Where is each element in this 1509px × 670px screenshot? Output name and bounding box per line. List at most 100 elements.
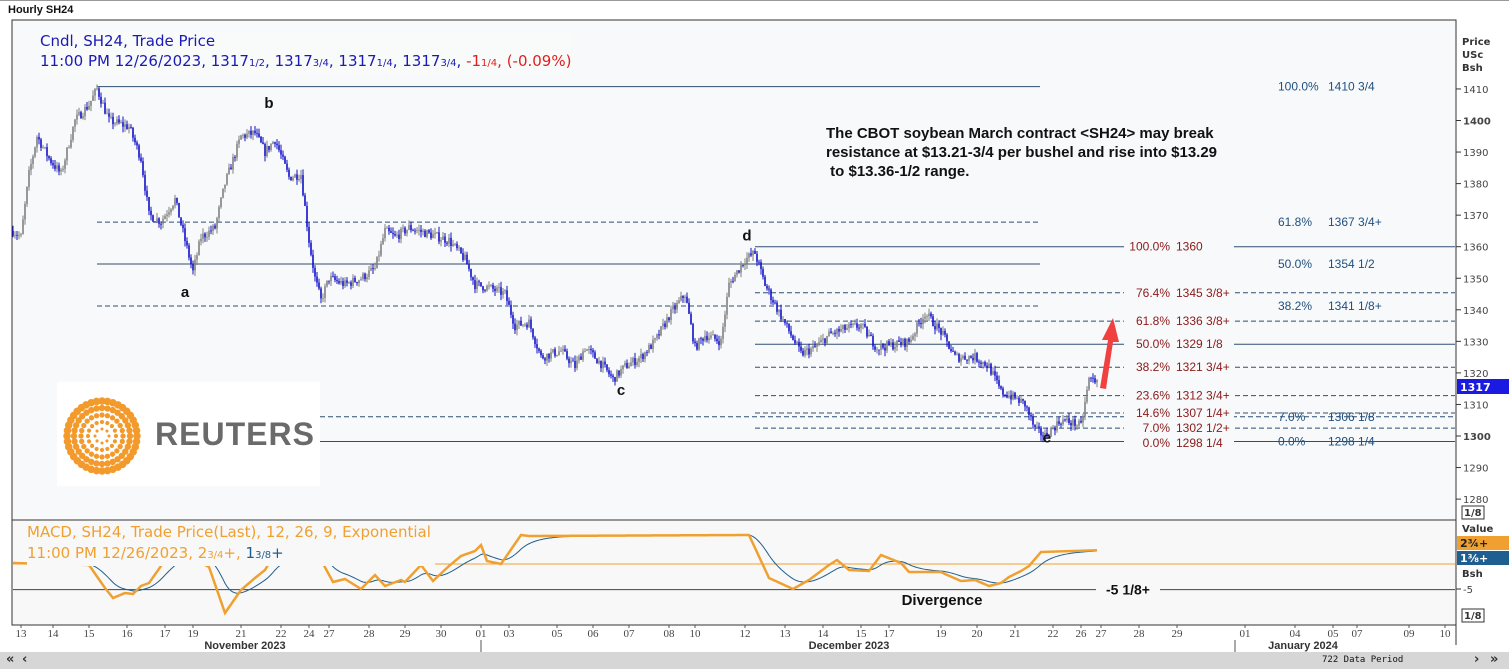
logo-dot — [92, 397, 101, 406]
scroll-prev-button[interactable]: ‹ — [22, 652, 28, 667]
candle-body — [428, 230, 430, 233]
candle-body — [116, 119, 118, 124]
logo-dot — [86, 428, 92, 433]
candle-body — [94, 89, 96, 96]
fib-value-label: 1329 1/8 — [1176, 337, 1223, 351]
candle-body — [274, 142, 276, 144]
candle-body — [216, 218, 218, 229]
candle-body — [16, 235, 18, 237]
candle-body — [604, 361, 606, 365]
reuters-logo-icon — [63, 397, 141, 475]
date-label: 24 — [304, 628, 316, 640]
logo-dot — [105, 446, 110, 452]
candle-body — [988, 363, 990, 369]
logo-dot — [109, 406, 116, 414]
candle-body — [948, 341, 950, 349]
logo-dot — [95, 429, 99, 433]
candle-body — [192, 264, 194, 271]
signal-value-tag — [1457, 551, 1509, 565]
fib-value-label: 1341 1/8+ — [1328, 299, 1382, 313]
candle-body — [1072, 419, 1074, 426]
candle-body — [542, 355, 544, 359]
candle-body — [332, 276, 334, 277]
candle-body — [1058, 421, 1060, 424]
reuters-logo: REUTERS — [57, 382, 320, 486]
candle-body — [918, 322, 920, 324]
candle-body — [522, 324, 524, 326]
candle-body — [62, 168, 64, 170]
candle-body — [618, 370, 620, 376]
candle-body — [220, 197, 222, 208]
macd-level-label: -5 1/8+ — [1106, 582, 1150, 598]
candle-body — [972, 357, 974, 361]
fib-value-label: 1345 3/8+ — [1176, 286, 1230, 300]
month-label: December 2023 — [809, 640, 890, 652]
candle-body — [564, 349, 566, 352]
candle-body — [848, 324, 850, 328]
fib-label-bg — [1124, 405, 1234, 419]
candle-body — [324, 286, 326, 299]
candle-body — [1002, 388, 1004, 395]
candle-body — [780, 309, 782, 320]
candle-body — [152, 215, 154, 222]
logo-dot — [99, 412, 105, 418]
candle-body — [862, 323, 864, 325]
candle-body — [30, 163, 32, 171]
analysis-annotation: The CBOT soybean March contract <SH24> m… — [826, 125, 1218, 180]
wave-label-c: c — [617, 382, 625, 399]
legend-close: 1317 — [402, 52, 441, 70]
logo-dot — [93, 434, 97, 438]
candle-body — [162, 219, 164, 224]
candle-body — [494, 288, 496, 291]
macd-value-tag — [1457, 536, 1509, 550]
logo-dot — [117, 443, 123, 450]
candle-body — [532, 328, 534, 338]
candle-body — [1078, 420, 1080, 426]
date-label: 29 — [1172, 628, 1184, 640]
candle-body — [556, 354, 558, 356]
logo-dot — [112, 439, 118, 444]
candle-body — [936, 323, 938, 330]
wave-labels: a b c d e — [181, 95, 1051, 446]
candle-body — [514, 323, 516, 331]
candle-body — [818, 342, 820, 346]
date-label: 19 — [936, 628, 948, 640]
candle-body — [642, 354, 644, 360]
candle-body — [612, 375, 614, 378]
candle-body — [308, 226, 310, 243]
scroll-first-button[interactable]: « — [6, 652, 15, 667]
fib-value-label: 1321 3/4+ — [1176, 360, 1230, 374]
scroll-next-button[interactable]: › — [1474, 652, 1480, 667]
candle-body — [306, 205, 308, 227]
candle-body — [572, 360, 574, 362]
candle-body — [730, 281, 732, 283]
candle-body — [806, 348, 808, 350]
candle-body — [472, 277, 474, 281]
scroll-last-button[interactable]: » — [1490, 652, 1499, 667]
candle-body — [814, 345, 816, 347]
price-axis-label: 1280 — [1463, 495, 1488, 506]
candle-body — [528, 319, 530, 328]
candle-body — [898, 340, 900, 343]
candle-body — [792, 335, 794, 340]
legend-low-frac: 1/4 — [376, 58, 393, 69]
logo-dot — [94, 446, 99, 452]
candle-body — [610, 374, 612, 376]
candle-body — [700, 338, 702, 340]
fib-value-label: 1306 1/8 — [1328, 410, 1375, 424]
candle-body — [1056, 421, 1058, 431]
price-axis-label: 1410 — [1463, 85, 1488, 96]
horizontal-scrollbar[interactable]: « ‹ 722 Data Period › » — [0, 652, 1509, 669]
candle-body — [506, 290, 508, 301]
candle-body — [616, 370, 618, 382]
candle-body — [32, 156, 34, 164]
candle-body — [982, 362, 984, 364]
signal-value: 1 — [245, 544, 256, 562]
candle-body — [656, 334, 658, 339]
candle-body — [278, 145, 280, 151]
candle-body — [942, 330, 944, 335]
fib-pct-label: 0.0% — [1143, 436, 1171, 450]
candle-body — [940, 328, 942, 335]
candle-body — [398, 234, 400, 240]
candle-body — [526, 324, 528, 328]
